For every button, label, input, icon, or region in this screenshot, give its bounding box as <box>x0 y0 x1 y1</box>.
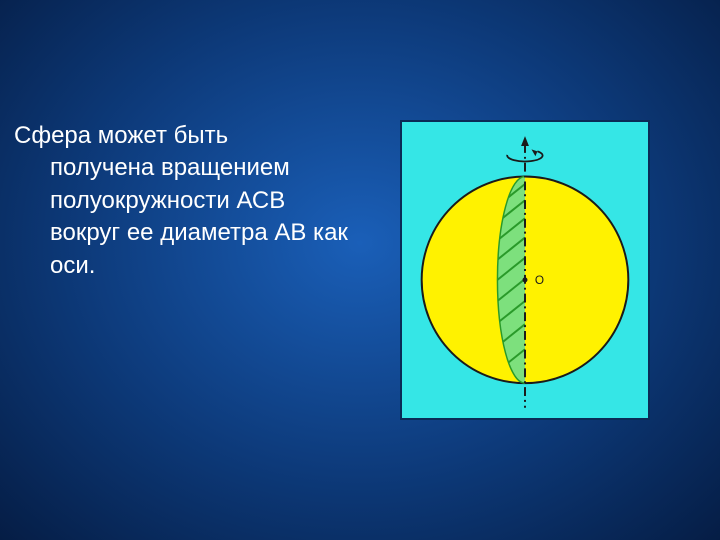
text-line-first: Сфера может быть <box>14 120 354 152</box>
body-text: Сфера может быть получена вращением полу… <box>14 120 354 282</box>
sphere-diagram: O <box>400 120 650 420</box>
text-line-rest: получена вращением полуокружности АСВ во… <box>14 152 354 282</box>
center-point <box>523 277 528 282</box>
center-label: O <box>535 273 544 287</box>
axis-arrowhead <box>521 136 529 146</box>
slide: Сфера может быть получена вращением полу… <box>0 0 720 540</box>
rotation-arc-arrowhead <box>531 149 537 156</box>
diagram-svg: O <box>402 122 648 418</box>
